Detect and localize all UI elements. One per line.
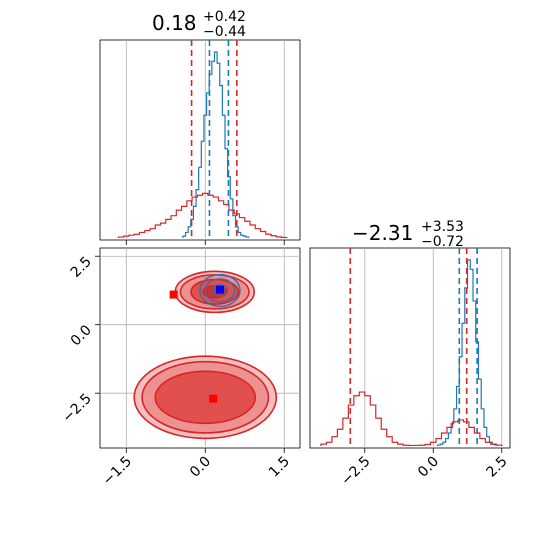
grid bbox=[125, 40, 285, 240]
y-tick-label: 0.0 bbox=[68, 322, 95, 349]
title-value: −2.31 bbox=[352, 221, 413, 245]
contour-blue-level1 bbox=[204, 278, 236, 303]
series-group bbox=[320, 259, 503, 447]
histogram-red bbox=[117, 192, 288, 239]
contour-blue-level0 bbox=[199, 273, 241, 308]
histogram-red bbox=[320, 391, 503, 447]
marker-square_red bbox=[169, 290, 178, 299]
panel-param0-hist: 0.18 +0.42 −0.44 bbox=[99, 9, 301, 245]
title-plus: +3.53 bbox=[421, 219, 464, 235]
panel-2d-contour: −1.5 0.0 1.5 −2.5 0.0 2.5 bbox=[59, 247, 301, 489]
contour-red-mode1-level2 bbox=[154, 370, 257, 425]
histogram-blue bbox=[436, 259, 499, 446]
tick-label: −2.5 bbox=[338, 454, 373, 489]
quantile-lines bbox=[349, 248, 478, 448]
x-tick-label: 0.0 bbox=[187, 454, 214, 481]
grid bbox=[364, 248, 503, 448]
markers bbox=[169, 285, 224, 403]
panel-title: 0.18 +0.42 −0.44 bbox=[152, 9, 246, 40]
title-minus: −0.72 bbox=[421, 234, 464, 250]
panel-param1-hist: −2.5 0.0 2.5 −2.31 +3.53 −0.72 bbox=[309, 219, 511, 489]
panel-frame bbox=[99, 39, 301, 241]
marker-square_red bbox=[209, 394, 218, 403]
tick-label: 0.0 bbox=[415, 454, 442, 481]
quantile-lines bbox=[190, 40, 238, 240]
y-tick-label: 2.5 bbox=[68, 254, 95, 281]
panel-frame bbox=[309, 247, 511, 449]
y-ticks: −2.5 0.0 2.5 bbox=[59, 254, 100, 426]
x-tick-label: −1.5 bbox=[100, 454, 135, 489]
tick-label: 2.5 bbox=[484, 454, 511, 481]
x-ticks bbox=[125, 240, 285, 245]
histogram-blue bbox=[182, 51, 250, 238]
title-value: 0.18 bbox=[152, 11, 197, 35]
title-minus: −0.44 bbox=[203, 24, 246, 40]
panel-title: −2.31 +3.53 −0.72 bbox=[352, 219, 464, 250]
contour-blue-level2 bbox=[211, 284, 229, 297]
x-tick-label: 1.5 bbox=[266, 454, 293, 481]
y-tick-label: −2.5 bbox=[59, 391, 94, 426]
x-ticks: −2.5 0.0 2.5 bbox=[338, 448, 511, 489]
series-group bbox=[117, 51, 288, 239]
title-plus: +0.42 bbox=[203, 9, 246, 25]
x-ticks: −1.5 0.0 1.5 bbox=[100, 448, 293, 489]
marker-square_blue bbox=[216, 285, 224, 294]
